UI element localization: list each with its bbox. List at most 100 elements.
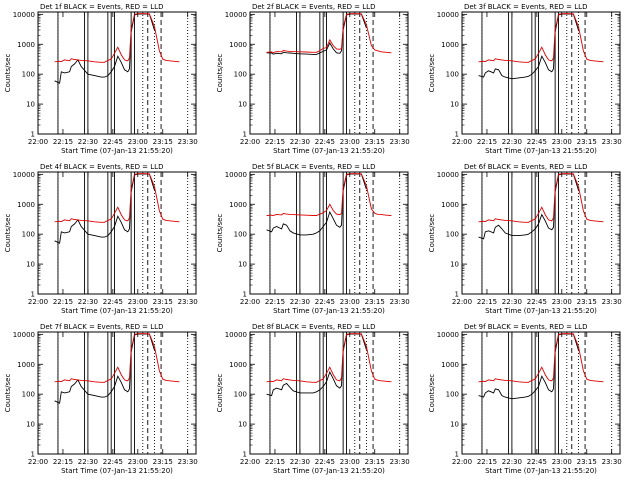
x-tick-label: 23:15 — [153, 458, 173, 466]
panel-9: 1 10 100 1000 10000 22:00 22:15 22:30 22:45 23:00… — [428, 323, 622, 475]
y-tick-label: 1 — [243, 131, 247, 139]
panel-title: Det 8f BLACK = Events, RED = LLD — [252, 323, 375, 331]
x-tick-label: 22:15 — [477, 458, 497, 466]
x-axis-label: Start Time (07-Jan-13 21:55:20) — [273, 307, 385, 315]
panel-plot-area — [54, 332, 189, 454]
y-tick-label: 10000 — [225, 11, 247, 19]
y-tick-label: 10 — [26, 101, 35, 109]
x-tick-label: 22:15 — [53, 458, 73, 466]
y-tick-label: 100 — [234, 71, 247, 79]
y-axis-label: Counts/sec — [216, 54, 224, 93]
x-tick-label: 23:30 — [390, 298, 410, 306]
panel-plot-area — [478, 332, 613, 454]
y-tick-label: 1000 — [229, 361, 247, 369]
x-tick-label: 23:00 — [552, 458, 572, 466]
y-tick-label: 1 — [31, 291, 35, 299]
x-tick-label: 22:45 — [315, 458, 335, 466]
y-tick-label: 1 — [455, 131, 459, 139]
y-tick-label: 10000 — [13, 11, 35, 19]
panel-frame — [249, 171, 409, 295]
x-tick-label: 22:15 — [265, 458, 285, 466]
events-series-line — [266, 173, 367, 236]
x-tick-label: 23:00 — [340, 458, 360, 466]
x-tick-label: 22:00 — [240, 298, 260, 306]
panel-title: Det 2f BLACK = Events, RED = LLD — [252, 3, 375, 11]
panel-3: 1 10 100 1000 10000 22:00 22:15 22:30 22:45 23:00… — [428, 3, 622, 155]
x-tick-label: 22:15 — [265, 138, 285, 146]
x-tick-label: 22:15 — [53, 138, 73, 146]
y-axis-label: Counts/sec — [428, 54, 436, 93]
x-tick-label: 22:30 — [78, 138, 98, 146]
y-tick-label: 10000 — [225, 171, 247, 179]
x-tick-label: 22:30 — [502, 298, 522, 306]
x-tick-label: 22:45 — [315, 298, 335, 306]
y-tick-label: 10 — [450, 101, 459, 109]
x-tick-label: 23:30 — [602, 138, 622, 146]
y-tick-label: 1000 — [441, 361, 459, 369]
y-tick-label: 100 — [446, 391, 459, 399]
y-tick-label: 100 — [446, 71, 459, 79]
x-tick-label: 22:00 — [28, 458, 48, 466]
y-tick-label: 10000 — [437, 11, 459, 19]
events-series-line — [266, 333, 367, 397]
panel-7: 1 10 100 1000 10000 22:00 22:15 22:30 22:45 23:00… — [4, 323, 198, 475]
panel-plot-area — [54, 172, 189, 294]
x-tick-label: 23:15 — [577, 298, 597, 306]
y-axis-label: Counts/sec — [216, 214, 224, 253]
y-tick-label: 1000 — [229, 41, 247, 49]
y-tick-label: 10 — [238, 101, 247, 109]
y-tick-label: 10 — [450, 261, 459, 269]
panel-title: Det 3f BLACK = Events, RED = LLD — [464, 3, 587, 11]
x-tick-label: 23:00 — [128, 298, 148, 306]
x-axis-label: Start Time (07-Jan-13 21:55:20) — [273, 147, 385, 155]
x-tick-label: 23:00 — [340, 298, 360, 306]
events-series-line — [478, 333, 579, 400]
y-tick-label: 100 — [22, 71, 35, 79]
x-axis-label: Start Time (07-Jan-13 21:55:20) — [61, 467, 173, 475]
x-tick-label: 23:15 — [153, 138, 173, 146]
y-tick-label: 10000 — [13, 171, 35, 179]
y-tick-label: 10 — [450, 421, 459, 429]
y-tick-label: 100 — [22, 391, 35, 399]
x-tick-label: 23:00 — [128, 458, 148, 466]
y-tick-label: 1000 — [17, 361, 35, 369]
events-series-line — [54, 13, 155, 84]
x-tick-label: 22:00 — [452, 298, 472, 306]
y-tick-label: 10 — [26, 421, 35, 429]
y-tick-label: 1 — [243, 451, 247, 459]
panel-title: Det 5f BLACK = Events, RED = LLD — [252, 163, 375, 171]
x-axis-label: Start Time (07-Jan-13 21:55:20) — [273, 467, 385, 475]
panel-frame — [37, 11, 197, 135]
x-tick-label: 23:30 — [390, 458, 410, 466]
x-tick-label: 22:45 — [103, 458, 123, 466]
y-axis-label: Counts/sec — [216, 374, 224, 413]
panel-title: Det 4f BLACK = Events, RED = LLD — [40, 163, 163, 171]
x-tick-label: 23:00 — [552, 298, 572, 306]
x-tick-label: 22:45 — [527, 138, 547, 146]
y-tick-label: 100 — [22, 231, 35, 239]
panel-frame — [461, 331, 621, 455]
y-tick-label: 10 — [26, 261, 35, 269]
x-tick-label: 22:30 — [290, 138, 310, 146]
x-tick-label: 22:15 — [477, 138, 497, 146]
y-tick-label: 1 — [455, 451, 459, 459]
x-tick-label: 22:45 — [527, 458, 547, 466]
y-tick-label: 1000 — [441, 201, 459, 209]
y-tick-label: 1 — [243, 291, 247, 299]
y-tick-label: 10000 — [437, 331, 459, 339]
x-tick-label: 23:15 — [365, 458, 385, 466]
panel-title: Det 9f BLACK = Events, RED = LLD — [464, 323, 587, 331]
panel-frame — [461, 11, 621, 135]
panel-plot-area — [478, 172, 613, 294]
y-tick-label: 100 — [234, 391, 247, 399]
x-tick-label: 22:30 — [290, 298, 310, 306]
x-tick-label: 22:00 — [28, 298, 48, 306]
lld-series-line — [54, 13, 180, 63]
y-tick-label: 1 — [31, 131, 35, 139]
y-axis-label: Counts/sec — [4, 374, 12, 413]
x-tick-label: 23:30 — [178, 298, 198, 306]
y-tick-label: 10000 — [225, 331, 247, 339]
x-tick-label: 22:45 — [527, 298, 547, 306]
y-tick-label: 10000 — [13, 331, 35, 339]
